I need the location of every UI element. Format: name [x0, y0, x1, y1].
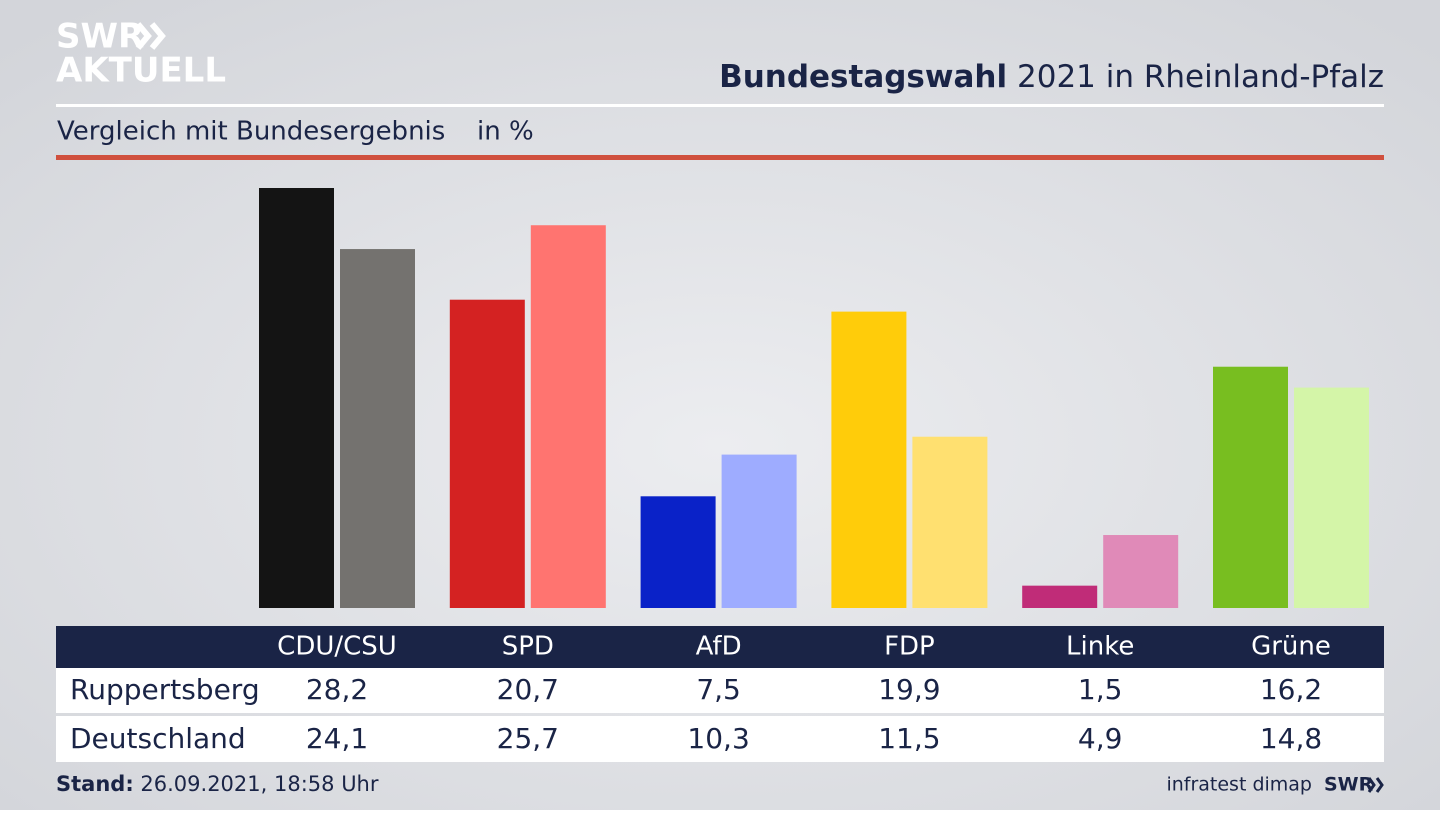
column-header: AfD: [696, 632, 742, 662]
value-label: 1,5: [1078, 673, 1123, 706]
value-label: 19,9: [878, 673, 940, 706]
source: infratest dimap: [1166, 774, 1312, 796]
logo: AKTUELL: [56, 51, 226, 91]
footer-chevrons: [1367, 777, 1384, 793]
chart-subtitle: Vergleich mit Bundesergebnis: [57, 117, 445, 147]
value-label: 25,7: [497, 722, 559, 755]
column-header: Grüne: [1251, 632, 1331, 662]
value-label: 16,2: [1260, 673, 1322, 706]
footer-stand: Stand: 26.09.2021, 18:58 Uhr: [56, 772, 379, 796]
bar: [1213, 366, 1288, 608]
bar: [640, 496, 716, 608]
column-header: FDP: [884, 632, 935, 662]
value-label: 7,5: [696, 673, 741, 706]
logo: SWR: [56, 17, 144, 57]
value-label: 4,9: [1078, 722, 1123, 755]
table-header: [56, 626, 1384, 668]
value-label: 24,1: [306, 722, 368, 755]
column-header: SPD: [502, 632, 554, 662]
bar: [259, 188, 334, 608]
bar: [912, 436, 988, 608]
bar: [721, 454, 797, 608]
column-header: CDU/CSU: [277, 632, 397, 662]
stand: 26.09.2021, 18:58 Uhr: [140, 772, 378, 796]
footer-logo: SWR: [1324, 774, 1374, 796]
table-row: [56, 668, 1384, 713]
bar: [449, 299, 525, 608]
bar: [831, 311, 907, 608]
row-label: Deutschland: [70, 722, 246, 755]
value-label: 28,2: [306, 673, 368, 706]
bar: [1022, 585, 1098, 608]
chart-title-bold: Bundestagswahl: [719, 59, 1007, 95]
divider: [56, 155, 1384, 160]
column-header: Linke: [1066, 632, 1134, 662]
bar: [530, 225, 606, 608]
chart-title-rest: 2021 in Rheinland-Pfalz: [1017, 59, 1384, 95]
bar: [1294, 387, 1369, 608]
stand-label: Stand:: [56, 772, 134, 796]
unit: in %: [477, 117, 534, 147]
table-row: [56, 716, 1384, 762]
bar: [1103, 535, 1179, 608]
chart-title: Bundestagswahl 2021 in Rheinland-Pfalz: [719, 59, 1384, 95]
value-label: 11,5: [878, 722, 940, 755]
value-label: 10,3: [687, 722, 749, 755]
logo-chevrons: [135, 22, 166, 50]
divider: [56, 104, 1384, 107]
bar: [340, 249, 415, 608]
value-label: 20,7: [497, 673, 559, 706]
row-label: Ruppertsberg: [70, 673, 260, 706]
value-label: 14,8: [1260, 722, 1322, 755]
